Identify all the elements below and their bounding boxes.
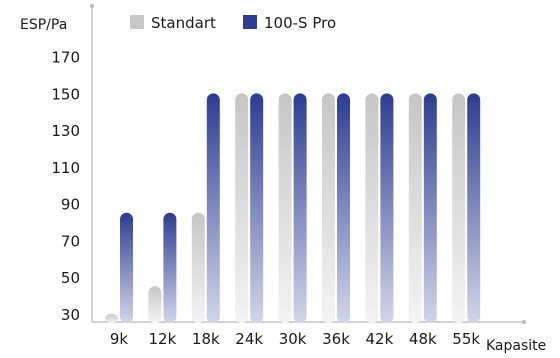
- x-tick-label: 55k: [452, 330, 480, 348]
- x-tick-label: 12k: [149, 330, 177, 348]
- y-tick-label: 50: [61, 269, 80, 287]
- bars: [105, 93, 481, 323]
- x-tick-label: 9k: [110, 330, 129, 348]
- y-axis-title: ESP/Pa: [20, 17, 67, 33]
- x-tick-labels: 9k 12k 18k 24k 30k 36k 42k 48k 55k: [110, 330, 481, 348]
- x-tick-label: 30k: [279, 330, 307, 348]
- bar-100s-pro-24k: [250, 93, 264, 323]
- bar-standart-55k: [452, 93, 466, 323]
- x-tick-label: 24k: [235, 330, 263, 348]
- y-tick-label: 170: [51, 49, 80, 67]
- bar-100s-pro-30k: [293, 93, 307, 323]
- y-tick-label: 70: [61, 232, 80, 250]
- y-axis: [90, 4, 94, 322]
- bar-standart-30k: [278, 93, 292, 323]
- bar-100s-pro-12k: [163, 212, 177, 323]
- bar-100s-pro-55k: [467, 93, 481, 323]
- y-tick-label: 30: [61, 306, 80, 324]
- bar-standart-18k: [191, 212, 205, 323]
- y-tick-label: 110: [51, 159, 80, 177]
- bar-standart-9k: [105, 313, 118, 323]
- bar-100s-pro-18k: [206, 93, 220, 323]
- x-tick-label: 18k: [192, 330, 220, 348]
- legend-label-100s-pro: 100-S Pro: [264, 14, 336, 32]
- legend: Standart 100-S Pro: [130, 14, 336, 32]
- legend-swatch-standart: [130, 15, 144, 29]
- x-axis-title: Kapasite: [486, 338, 546, 354]
- legend-swatch-100s-pro: [243, 15, 257, 29]
- x-tick-label: 48k: [409, 330, 437, 348]
- bar-standart-48k: [408, 93, 422, 323]
- legend-label-standart: Standart: [151, 14, 216, 32]
- bar-100s-pro-36k: [337, 93, 350, 323]
- bar-100s-pro-9k: [120, 212, 133, 323]
- bar-standart-36k: [322, 93, 335, 323]
- y-tick-labels: 30 50 70 90 110 130 150 170: [51, 49, 80, 324]
- x-tick-label: 42k: [366, 330, 394, 348]
- x-tick-label: 36k: [322, 330, 350, 348]
- bar-standart-42k: [365, 93, 379, 323]
- y-tick-label: 130: [51, 122, 80, 140]
- bar-standart-24k: [235, 93, 249, 323]
- y-tick-label: 150: [51, 85, 80, 103]
- bar-100s-pro-42k: [380, 93, 394, 323]
- y-tick-label: 90: [61, 196, 80, 214]
- bar-standart-12k: [148, 286, 162, 323]
- x-axis: [92, 320, 526, 324]
- bar-100s-pro-48k: [423, 93, 437, 323]
